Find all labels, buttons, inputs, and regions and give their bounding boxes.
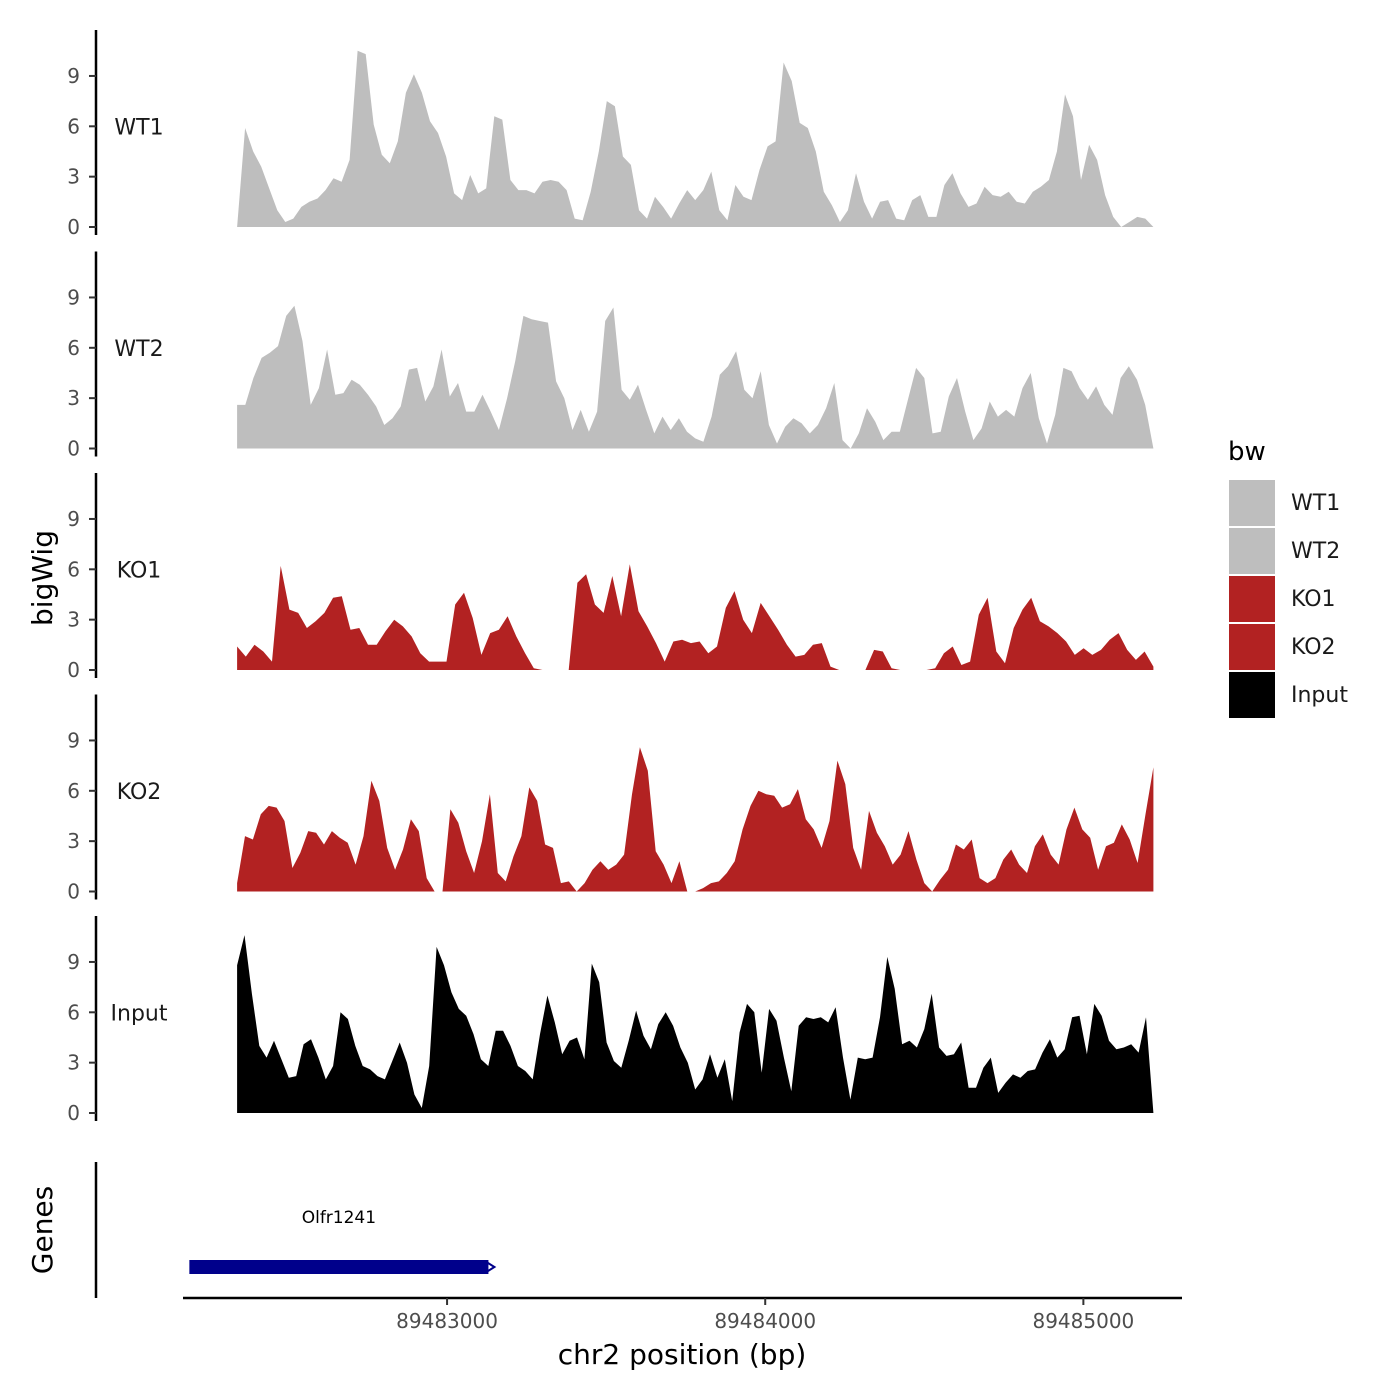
legend-items: WT1 WT2 KO1 KO2 Input — [1229, 480, 1348, 718]
gene-label-olfr1241: Olfr1241 — [302, 1208, 376, 1228]
y-tick-label-wt2-9: 9 — [67, 285, 80, 309]
coverage-area-ko1 — [237, 564, 1154, 670]
y-tick-label-wt1-0: 0 — [67, 215, 80, 239]
legend-label-ko1: KO1 — [1291, 587, 1336, 612]
y-tick-label-ko1-0: 0 — [67, 658, 80, 682]
x-axis-title: chr2 position (bp) — [558, 1338, 807, 1371]
track-label-ko1: KO1 — [117, 559, 162, 584]
legend-swatch-wt2 — [1229, 528, 1275, 574]
genes-axis-title: Genes — [26, 1186, 59, 1274]
legend-label-input: Input — [1291, 683, 1348, 708]
y-tick-label-input-9: 9 — [67, 950, 80, 974]
track-label-wt2: WT2 — [114, 337, 163, 362]
gene-body-olfr1241 — [189, 1260, 489, 1274]
track-panel-ko2: 0 3 6 9 KO2 — [67, 694, 1154, 904]
y-tick-label-wt2-0: 0 — [67, 437, 80, 461]
y-tick-label-ko2-3: 3 — [67, 829, 80, 853]
y-tick-label-input-0: 0 — [67, 1101, 80, 1125]
genes-panel: Genes Olfr1241 — [26, 1162, 497, 1298]
y-tick-label-wt1-3: 3 — [67, 165, 80, 189]
legend-label-ko2: KO2 — [1291, 635, 1336, 660]
track-panel-ko1: 0 3 6 9 KO1 — [67, 473, 1154, 682]
gene-strand-arrow-icon — [190, 1261, 202, 1273]
legend-label-wt1: WT1 — [1291, 491, 1340, 516]
track-panel-wt2: 0 3 6 9 WT2 — [67, 251, 1154, 461]
y-tick-label-wt2-6: 6 — [67, 336, 80, 360]
y-tick-label-input-6: 6 — [67, 1000, 80, 1024]
legend-title: bw — [1228, 437, 1266, 467]
y-tick-label-ko2-6: 6 — [67, 779, 80, 803]
track-label-input: Input — [111, 1002, 168, 1027]
y-axis-title: bigWig — [26, 530, 59, 626]
legend: bw WT1 WT2 KO1 KO2 Input — [1228, 437, 1348, 718]
x-axis: 89483000 89484000 89485000 chr2 position (… — [183, 1296, 1182, 1371]
track-label-ko2: KO2 — [117, 780, 162, 805]
coverage-area-ko2 — [237, 747, 1154, 892]
x-tick-label-89484000: 89484000 — [714, 1309, 816, 1333]
legend-swatch-wt1 — [1229, 480, 1275, 526]
legend-swatch-ko2 — [1229, 624, 1275, 670]
y-tick-label-ko2-0: 0 — [67, 880, 80, 904]
legend-swatch-input — [1229, 672, 1275, 718]
y-tick-label-input-3: 3 — [67, 1051, 80, 1075]
y-tick-label-ko1-6: 6 — [67, 557, 80, 581]
y-tick-label-ko1-9: 9 — [67, 507, 80, 531]
legend-label-wt2: WT2 — [1291, 539, 1340, 564]
track-label-wt1: WT1 — [114, 116, 163, 141]
coverage-area-wt1 — [237, 50, 1154, 227]
x-tick-label-89485000: 89485000 — [1032, 1309, 1134, 1333]
coverage-area-input — [237, 935, 1154, 1113]
coverage-area-wt2 — [237, 305, 1154, 449]
tracks-layer: 0 3 6 9 WT1 0 3 6 9 WT2 0 3 6 9 KO1 0 3 6 9 KO2 0 3 6 9 Input — [67, 30, 1154, 1125]
y-tick-label-ko1-3: 3 — [67, 608, 80, 632]
y-tick-label-wt1-9: 9 — [67, 64, 80, 88]
genes-layer: Olfr1241 — [189, 1208, 497, 1274]
x-tick-label-89483000: 89483000 — [396, 1309, 498, 1333]
track-panel-wt1: 0 3 6 9 WT1 — [67, 30, 1154, 239]
y-tick-label-ko2-9: 9 — [67, 728, 80, 752]
y-tick-label-wt1-6: 6 — [67, 114, 80, 138]
legend-swatch-ko1 — [1229, 576, 1275, 622]
gene-strand-arrow-icon — [485, 1261, 497, 1273]
x-ticks-layer: 89483000 89484000 89485000 — [396, 1298, 1134, 1333]
track-panel-input: 0 3 6 9 Input — [67, 916, 1154, 1125]
y-tick-label-wt2-3: 3 — [67, 386, 80, 410]
